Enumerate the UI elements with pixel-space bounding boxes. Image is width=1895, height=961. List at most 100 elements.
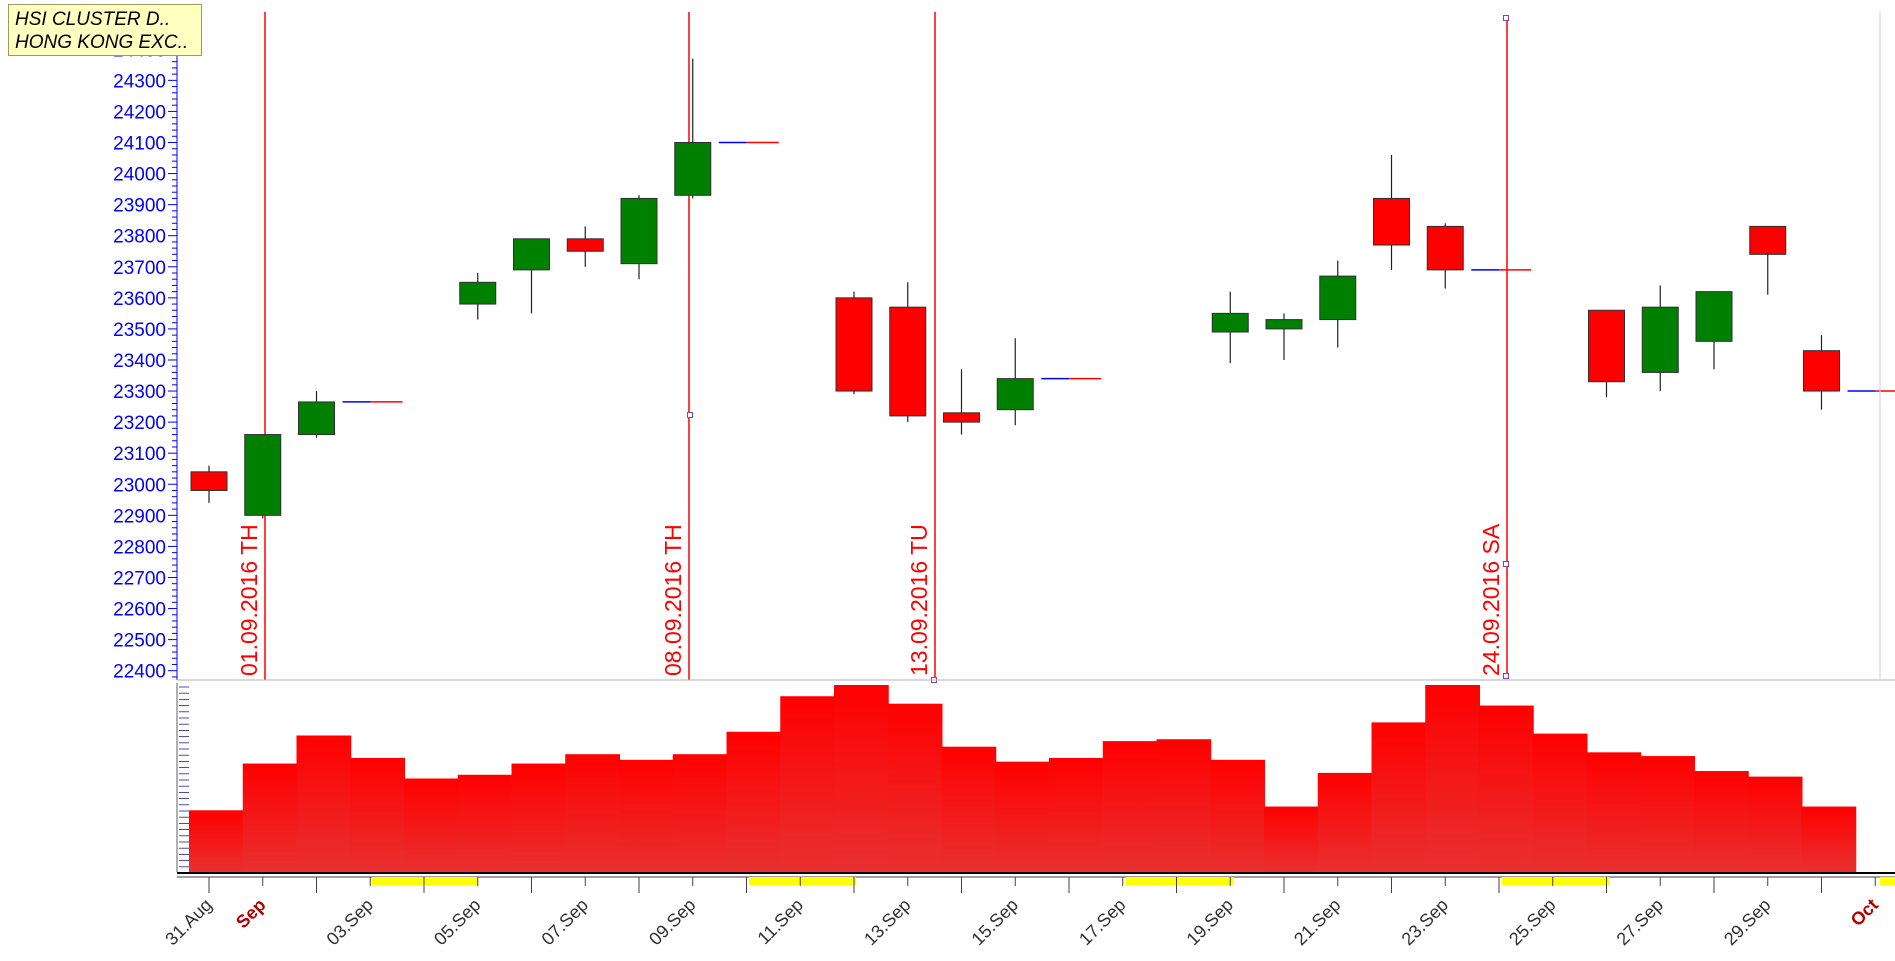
- volume-block: [565, 754, 620, 872]
- date-tick-label: Oct: [1847, 895, 1882, 930]
- date-tick-label: 09.Sep: [645, 895, 699, 949]
- candle-down: [889, 306, 927, 417]
- date-marker-label: 13.09.2016 TU: [906, 524, 932, 676]
- date-tick-label: 21.Sep: [1290, 895, 1344, 949]
- volume-block: [1640, 756, 1695, 872]
- volume-block: [1532, 733, 1588, 872]
- price-axis: 22400 22500 22600 22700 22800 22900 23000 23100…: [113, 10, 1895, 683]
- candle-down: [1588, 309, 1625, 383]
- vertical-markers: 01.09.2016 TH 08.09.2016 TH 13.09.2016 TU 2…: [236, 12, 1509, 683]
- volume-block: [1801, 806, 1857, 872]
- price-tick-label: 23600: [113, 289, 166, 310]
- volume-block: [511, 763, 567, 872]
- date-marker-label: 01.09.2016 TH: [236, 524, 262, 676]
- exchange-name: HONG KONG EXC..: [15, 32, 189, 53]
- volume-block: [619, 759, 674, 872]
- price-tick-label: 23700: [113, 258, 166, 279]
- candle-up: [513, 238, 550, 271]
- price-tick-label: 22800: [113, 537, 166, 558]
- price-tick-label: 24200: [113, 102, 166, 123]
- candle-up: [244, 434, 282, 516]
- candle-down: [1373, 197, 1410, 246]
- candle-down: [835, 297, 873, 392]
- candle-down: [1426, 225, 1464, 271]
- price-tick-label: 23800: [113, 227, 166, 248]
- volume-block: [672, 754, 728, 872]
- date-tick-label: 15.Sep: [968, 895, 1022, 949]
- volume-block: [1425, 685, 1480, 872]
- candle-up: [1695, 291, 1733, 342]
- price-tick-label: 23500: [113, 320, 166, 341]
- price-tick-label: 23100: [113, 444, 166, 465]
- marker-handle: [1503, 673, 1509, 679]
- volume-block: [1694, 771, 1749, 872]
- date-tick-label: 05.Sep: [430, 895, 484, 949]
- date-tick-label: 23.Sep: [1398, 895, 1452, 949]
- volume-block: [1747, 776, 1803, 872]
- volume-block: [834, 685, 889, 872]
- volume-block: [726, 731, 782, 872]
- weekend-band: [1502, 877, 1609, 885]
- price-tick-label: 24100: [113, 133, 166, 154]
- weekend-band: [372, 877, 478, 885]
- price-tick-label: 22900: [113, 506, 166, 527]
- volume-block: [941, 746, 997, 872]
- volume-block: [1156, 739, 1212, 872]
- price-tick-label: 23900: [113, 196, 166, 217]
- price-tick-label: 22500: [113, 631, 166, 652]
- price-tick-label: 22700: [113, 568, 166, 589]
- date-tick-label: 13.Sep: [860, 895, 914, 949]
- volume-block: [350, 757, 405, 872]
- candle-down: [943, 412, 980, 423]
- volume-block: [1317, 772, 1373, 872]
- candles: [190, 58, 1895, 519]
- price-tick-label: 23400: [113, 351, 166, 372]
- date-marker-label: 08.09.2016 TH: [660, 524, 686, 676]
- date-tick-label: Sep: [232, 895, 269, 932]
- volume-block: [995, 761, 1050, 872]
- candle-up: [674, 141, 712, 196]
- candle-down: [190, 471, 228, 491]
- candle-up: [1641, 306, 1679, 373]
- candle-up: [1211, 312, 1249, 333]
- volume-block: [296, 735, 352, 872]
- volume-block: [1049, 757, 1104, 872]
- volume-block: [404, 778, 459, 872]
- date-tick-label: 19.Sep: [1183, 895, 1237, 949]
- date-tick-label: 27.Sep: [1613, 895, 1667, 949]
- weekend-band: [1880, 877, 1895, 885]
- candle-up: [298, 401, 335, 436]
- volume-block: [1586, 752, 1642, 872]
- date-tick-label: 29.Sep: [1720, 895, 1774, 949]
- date-tick-label: 07.Sep: [538, 895, 592, 949]
- date-tick-label: 03.Sep: [323, 895, 377, 949]
- volume-block: [1210, 759, 1265, 872]
- volume-block: [457, 774, 513, 872]
- volume-block: [1102, 741, 1158, 872]
- date-tick-label: 25.Sep: [1505, 895, 1559, 949]
- candle-up: [996, 378, 1034, 411]
- marker-handle: [687, 412, 693, 418]
- volume-block: [780, 696, 835, 872]
- price-tick-label: 23200: [113, 413, 166, 434]
- marker-handle: [1503, 561, 1509, 567]
- date-tick-label: 11.Sep: [754, 895, 808, 949]
- instrument-info-box: HSI CLUSTER D.. HONG KONG EXC..: [8, 4, 202, 56]
- price-tick-label: 24000: [113, 165, 166, 186]
- weekend-band: [1126, 877, 1233, 885]
- price-tick-label: 23000: [113, 475, 166, 496]
- candle-up: [459, 281, 497, 305]
- candle-down: [1803, 350, 1840, 392]
- price-tick-label: 22600: [113, 600, 166, 621]
- volume-block: [189, 810, 244, 872]
- price-tick-label: 24300: [113, 71, 166, 92]
- date-tick-label: 17.Sep: [1075, 895, 1129, 949]
- candle-up: [1319, 275, 1357, 321]
- candle-up: [1265, 319, 1303, 330]
- candle-down: [566, 238, 604, 252]
- date-axis: 31.Aug Sep 03.Sep 05.Sep 07.Sep 09.Sep 11.Sep 1…: [161, 876, 1895, 949]
- volume-block: [242, 763, 298, 872]
- weekend-band: [749, 877, 856, 885]
- instrument-name: HSI CLUSTER D..: [15, 9, 171, 30]
